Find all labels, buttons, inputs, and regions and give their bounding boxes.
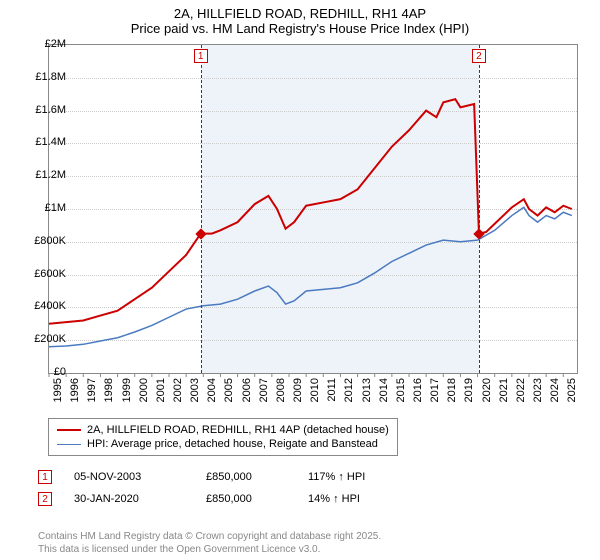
chart-title: 2A, HILLFIELD ROAD, REDHILL, RH1 4AP Pri…	[0, 0, 600, 36]
x-tick-label: 1999	[121, 378, 133, 402]
x-tick-label: 2004	[206, 378, 218, 402]
x-tick-label: 2012	[343, 378, 355, 402]
footer-attribution: Contains HM Land Registry data © Crown c…	[38, 530, 381, 556]
x-tick-label: 2015	[395, 378, 407, 402]
sale-row-marker: 2	[38, 492, 52, 506]
sale-price: £850,000	[206, 493, 286, 505]
x-tick-label: 2021	[498, 378, 510, 402]
x-tick-label: 2000	[138, 378, 150, 402]
y-tick-label: £2M	[45, 38, 66, 50]
x-tick-label: 2017	[429, 378, 441, 402]
x-tick-label: 2018	[446, 378, 458, 402]
title-address: 2A, HILLFIELD ROAD, REDHILL, RH1 4AP	[0, 6, 600, 21]
sale-row: 1 05-NOV-2003 £850,000 117% ↑ HPI	[38, 466, 398, 488]
sale-hpi: 117% ↑ HPI	[308, 471, 398, 483]
x-tick-label: 2011	[326, 378, 338, 402]
x-tick-label: 2022	[515, 378, 527, 402]
sales-table: 1 05-NOV-2003 £850,000 117% ↑ HPI 2 30-JAN-20…	[38, 466, 398, 510]
x-tick-label: 2024	[549, 378, 561, 402]
sale-marker-1: 1	[194, 49, 208, 63]
series-hpi	[49, 207, 572, 346]
x-tick-label: 2007	[258, 378, 270, 402]
x-tick-label: 2025	[566, 378, 578, 402]
x-tick-label: 2002	[172, 378, 184, 402]
sale-date: 30-JAN-2020	[74, 493, 184, 505]
sale-hpi: 14% ↑ HPI	[308, 493, 398, 505]
x-tick-label: 1995	[52, 378, 64, 402]
title-subtitle: Price paid vs. HM Land Registry's House …	[0, 21, 600, 36]
y-tick-label: £600K	[34, 268, 66, 280]
x-tick-label: 2005	[223, 378, 235, 402]
sale-marker-2: 2	[472, 49, 486, 63]
x-tick-label: 2008	[275, 378, 287, 402]
sale-price: £850,000	[206, 471, 286, 483]
legend-item: 2A, HILLFIELD ROAD, REDHILL, RH1 4AP (de…	[57, 423, 389, 437]
sale-date: 05-NOV-2003	[74, 471, 184, 483]
x-tick-label: 1997	[86, 378, 98, 402]
legend-item: HPI: Average price, detached house, Reig…	[57, 437, 389, 451]
y-tick-label: £800K	[34, 235, 66, 247]
x-tick-label: 2016	[412, 378, 424, 402]
plot-area: 12	[48, 44, 578, 374]
chart-container: 2A, HILLFIELD ROAD, REDHILL, RH1 4AP Pri…	[0, 0, 600, 560]
x-tick-label: 2010	[309, 378, 321, 402]
y-tick-label: £400K	[34, 300, 66, 312]
x-tick-label: 2001	[155, 378, 167, 402]
sale-row-marker: 1	[38, 470, 52, 484]
x-tick-label: 2009	[292, 378, 304, 402]
x-tick-label: 2023	[532, 378, 544, 402]
y-tick-label: £1M	[45, 202, 66, 214]
x-tick-label: 1998	[103, 378, 115, 402]
y-tick-label: £1.6M	[35, 104, 66, 116]
y-tick-label: £200K	[34, 333, 66, 345]
x-tick-label: 1996	[69, 378, 81, 402]
y-tick-label: £1.2M	[35, 169, 66, 181]
y-tick-label: £1.8M	[35, 71, 66, 83]
sale-row: 2 30-JAN-2020 £850,000 14% ↑ HPI	[38, 488, 398, 510]
x-tick-label: 2020	[481, 378, 493, 402]
x-tick-label: 2003	[189, 378, 201, 402]
footer-line1: Contains HM Land Registry data © Crown c…	[38, 530, 381, 543]
x-tick-label: 2014	[378, 378, 390, 402]
legend: 2A, HILLFIELD ROAD, REDHILL, RH1 4AP (de…	[48, 418, 398, 456]
chart-svg	[49, 45, 577, 373]
x-tick-label: 2013	[361, 378, 373, 402]
x-tick-label: 2006	[241, 378, 253, 402]
y-tick-label: £1.4M	[35, 136, 66, 148]
footer-line2: This data is licensed under the Open Gov…	[38, 543, 381, 556]
x-tick-label: 2019	[463, 378, 475, 402]
y-tick-label: £0	[54, 366, 66, 378]
